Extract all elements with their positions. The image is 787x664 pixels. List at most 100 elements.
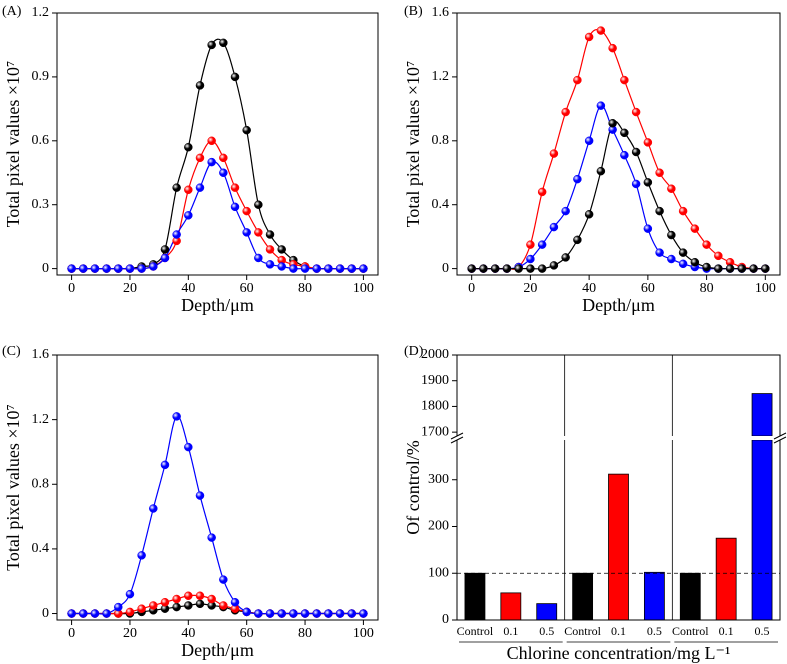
data-point — [242, 206, 251, 216]
x-tick-label: 60 — [240, 281, 254, 296]
data-point — [749, 264, 758, 273]
data-point — [690, 257, 700, 267]
x-tick-label: 40 — [582, 281, 596, 296]
data-point — [678, 248, 688, 257]
data-point — [242, 607, 251, 617]
data-point — [596, 166, 606, 176]
data-point — [655, 168, 664, 178]
data-point — [125, 264, 135, 273]
data-point — [620, 128, 629, 138]
x-tick-label: 20 — [123, 281, 137, 296]
y-tick-label: 300 — [428, 472, 449, 487]
data-point — [207, 157, 216, 167]
y-tick-label: 0.8 — [32, 476, 50, 491]
data-point — [230, 202, 240, 212]
data-point — [526, 264, 535, 273]
data-point — [596, 26, 606, 35]
fit-curve — [71, 140, 364, 270]
data-point — [324, 264, 333, 273]
data-point — [561, 253, 570, 262]
data-point — [643, 178, 653, 187]
data-point — [172, 183, 181, 192]
data-point — [526, 240, 535, 249]
data-point — [549, 261, 559, 270]
x-tick-label: 0.1 — [611, 624, 626, 638]
x-tick-label: 100 — [353, 281, 374, 296]
data-point — [184, 185, 193, 195]
data-point — [312, 609, 321, 618]
data-point — [195, 591, 205, 601]
y-tick-label: 0.9 — [32, 69, 50, 84]
data-point — [149, 504, 158, 513]
data-point — [195, 81, 205, 90]
x-tick-label: 80 — [700, 281, 714, 296]
y-tick-label: 0.4 — [32, 541, 50, 556]
data-point — [137, 604, 146, 613]
data-point — [254, 228, 263, 237]
data-point — [300, 264, 310, 273]
data-point — [702, 240, 711, 249]
y-tick-label: 1.2 — [32, 412, 50, 427]
data-point — [359, 609, 368, 618]
data-point — [207, 40, 216, 50]
data-point — [207, 594, 216, 604]
bar — [536, 603, 558, 621]
fit-curve — [71, 415, 364, 615]
data-point — [678, 206, 688, 216]
data-point — [230, 183, 240, 192]
x-tick-label: 20 — [523, 281, 537, 296]
x-axis-title: Chlorine concentration/mg L⁻¹ — [507, 643, 731, 663]
bar — [643, 571, 665, 621]
x-tick-label: Control — [564, 624, 601, 638]
data-point — [265, 230, 275, 239]
x-tick-label: 0 — [468, 281, 475, 296]
bar — [715, 537, 737, 621]
data-point — [620, 150, 629, 160]
data-point — [514, 264, 523, 273]
x-tick-label: 40 — [181, 626, 195, 641]
data-point — [172, 230, 181, 239]
data-point — [160, 597, 170, 607]
data-point — [242, 228, 251, 237]
x-tick-label: 0 — [68, 626, 75, 641]
data-point — [667, 254, 676, 264]
y-tick-label: 0 — [442, 261, 449, 276]
x-tick-label: 80 — [298, 626, 312, 641]
data-point — [584, 136, 594, 146]
data-point — [114, 602, 123, 612]
x-tick-label: 0.5 — [755, 624, 770, 638]
data-point — [195, 599, 205, 609]
axis-break-mark — [773, 432, 787, 440]
data-point — [725, 264, 735, 273]
data-point — [289, 264, 298, 273]
x-tick-label: Control — [457, 624, 494, 638]
data-point — [324, 609, 333, 618]
bar — [500, 592, 522, 621]
y-axis-title: Total pixel values ×10⁷ — [3, 404, 23, 571]
data-point — [584, 210, 594, 219]
data-point — [737, 264, 747, 273]
data-point — [655, 206, 664, 216]
data-point — [526, 254, 535, 264]
data-point — [195, 491, 205, 500]
x-axis-title: Depth/μm — [582, 295, 655, 315]
y-tick-label: 0 — [42, 606, 49, 621]
y-tick-label: 0 — [442, 612, 449, 627]
data-point — [265, 245, 275, 254]
data-point — [631, 147, 641, 157]
x-tick-label: 100 — [755, 281, 776, 296]
x-tick-label: 80 — [298, 281, 312, 296]
data-point — [125, 607, 135, 617]
data-point — [207, 533, 216, 542]
data-point — [312, 264, 321, 273]
data-point — [149, 601, 158, 610]
y-tick-label: 1900 — [421, 373, 449, 388]
data-point — [102, 264, 111, 273]
axis-break-mark — [450, 432, 464, 440]
data-point — [160, 253, 170, 263]
data-point — [561, 107, 570, 117]
bar — [572, 572, 594, 621]
data-point — [573, 174, 582, 184]
data-point — [219, 168, 228, 178]
plot-frame — [456, 12, 781, 276]
